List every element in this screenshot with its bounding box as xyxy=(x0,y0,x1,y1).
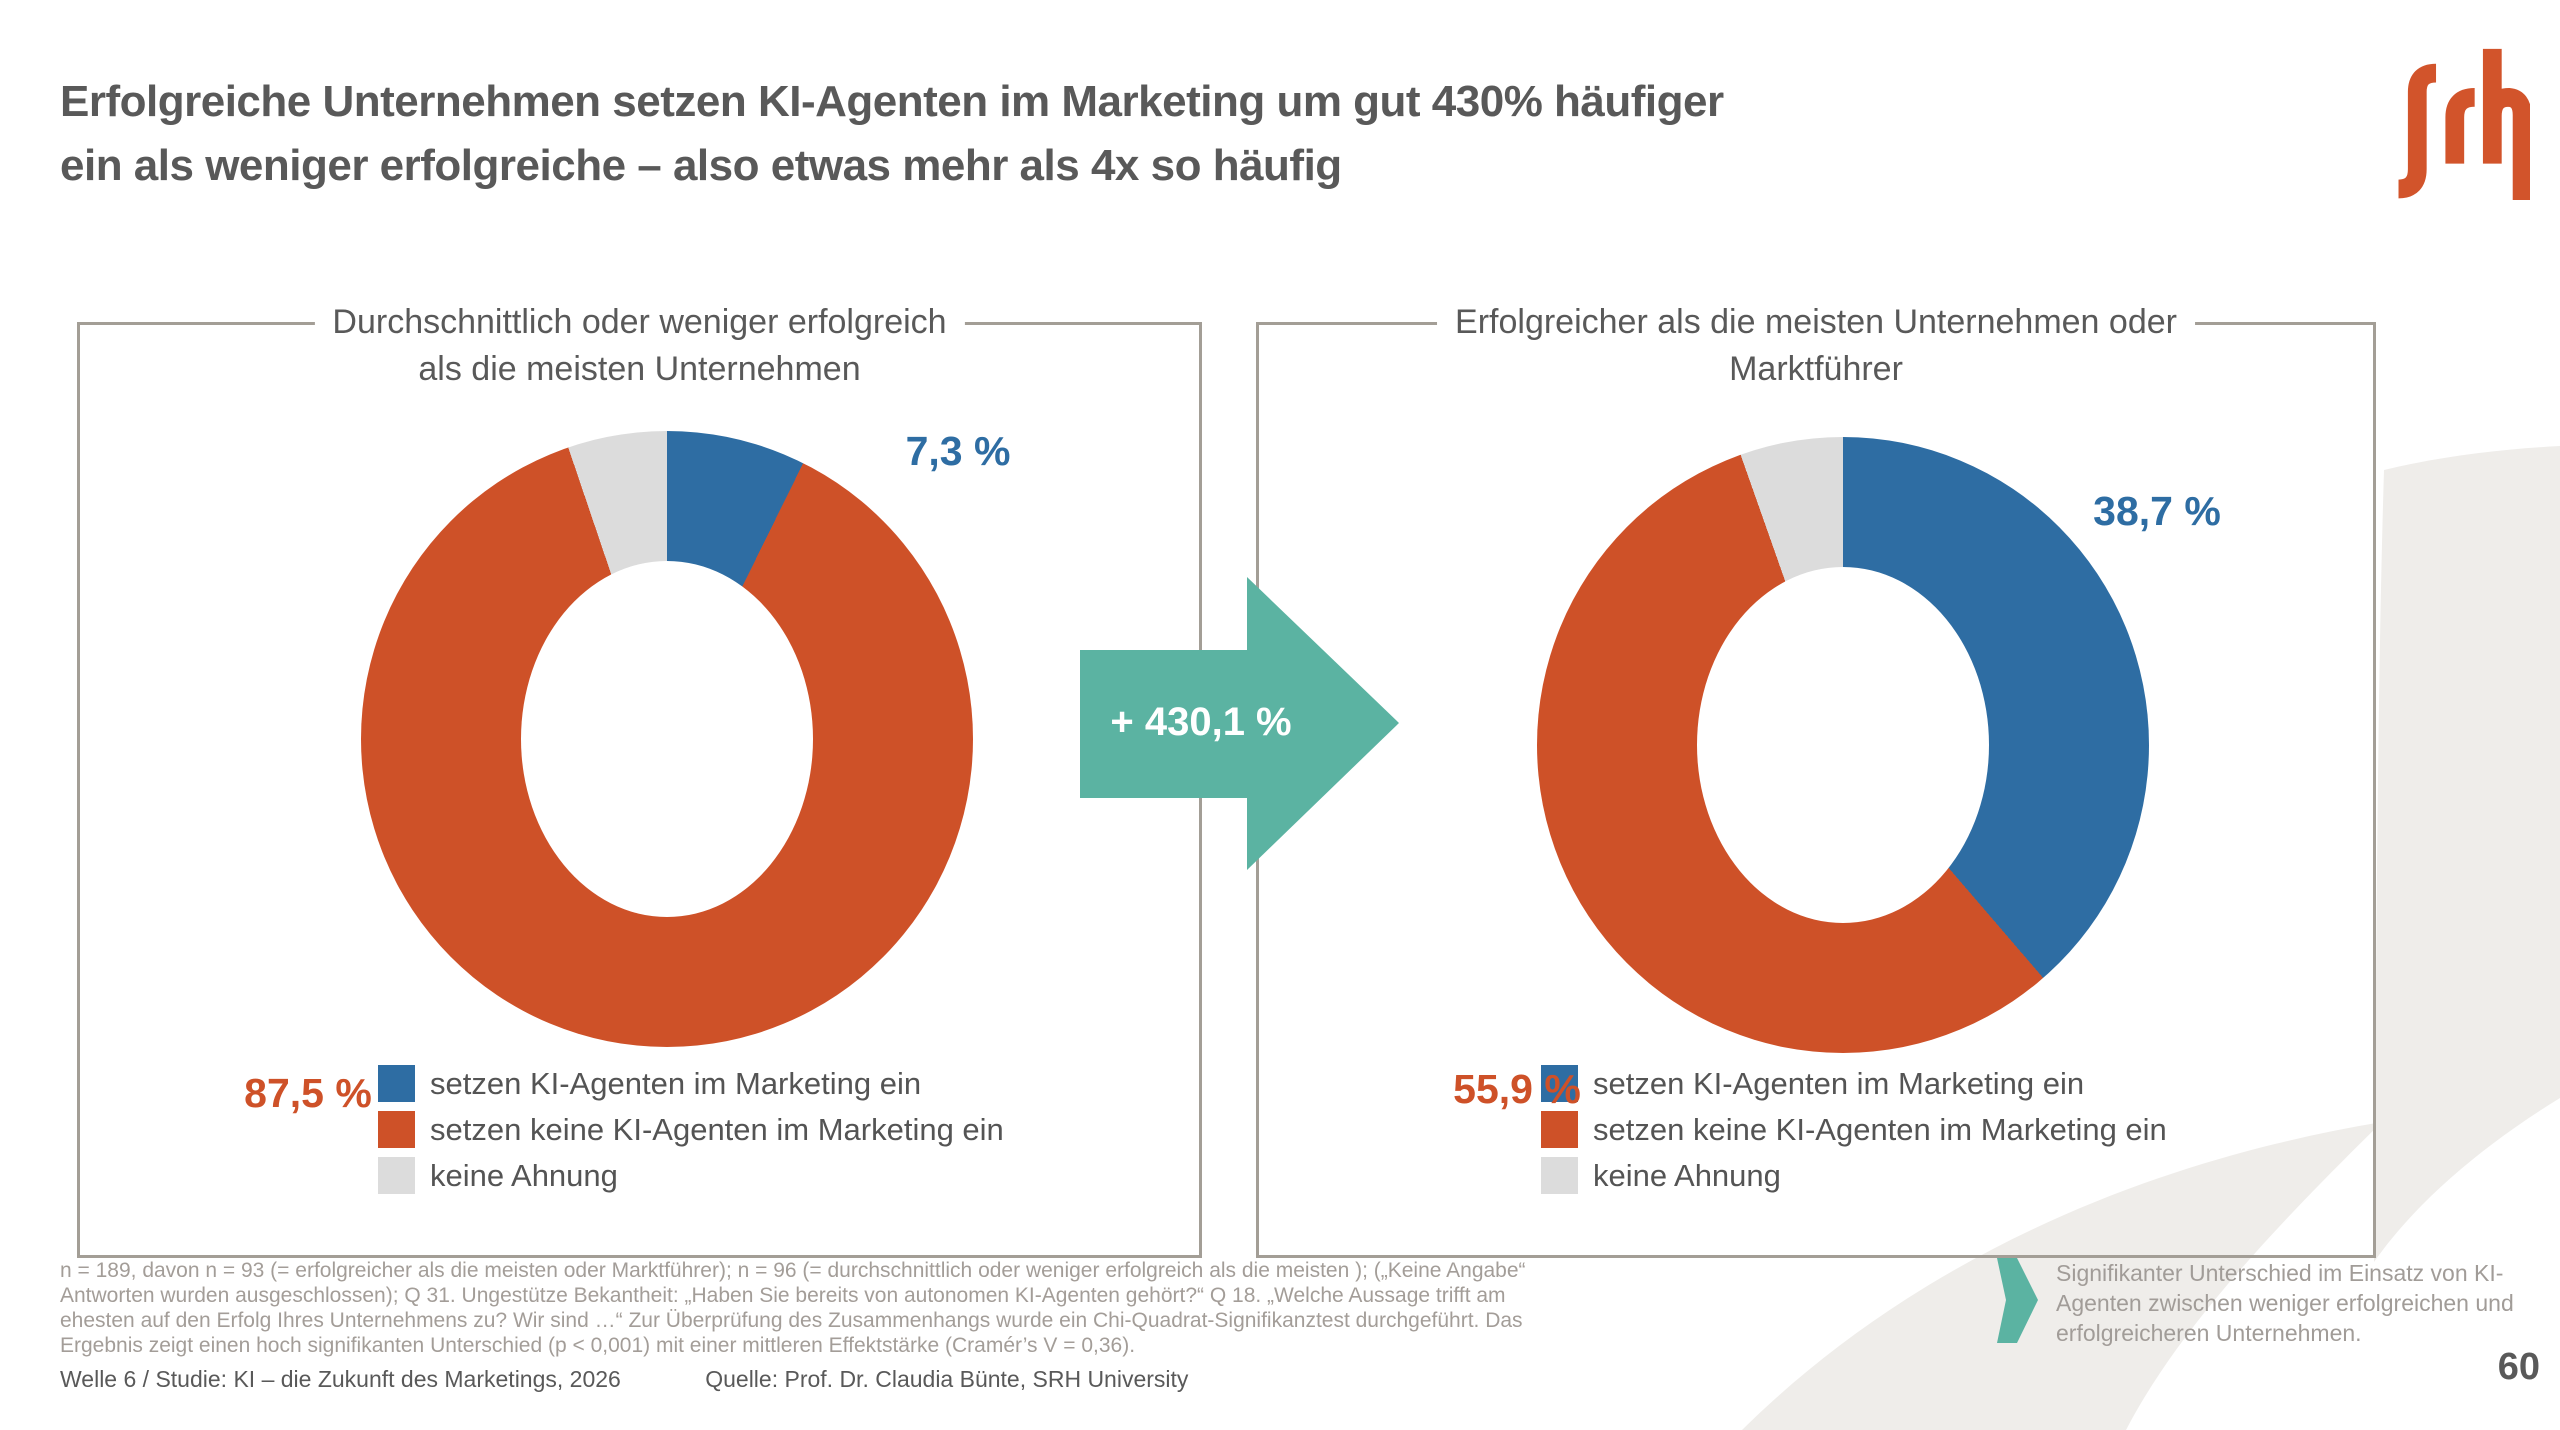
legend-swatch-orange xyxy=(1541,1111,1578,1148)
legend-label: keine Ahnung xyxy=(1593,1158,1781,1193)
legend-row-no-idea: keine Ahnung xyxy=(378,1157,1004,1194)
legend-swatch-blue xyxy=(378,1065,415,1102)
deco-bottom-band xyxy=(1742,1122,2382,1430)
footer-study: Welle 6 / Studie: KI – die Zukunft des M… xyxy=(60,1366,621,1392)
donut-chart-less-successful xyxy=(361,431,973,1047)
slide-title-line2: ein als weniger erfolgreiche – also etwa… xyxy=(60,141,1342,190)
donut-hole xyxy=(521,561,813,917)
panel-title-line2: Marktführer xyxy=(1729,350,1903,388)
donut-chart-more-successful xyxy=(1537,437,2149,1053)
legend-swatch-orange xyxy=(378,1111,415,1148)
significance-note: Signifikanter Unterschied im Einsatz von… xyxy=(2056,1260,2514,1346)
legend-row-no-ai: setzen keine KI-Agenten im Marketing ein xyxy=(378,1111,1004,1148)
label-orange-share: 55,9 % xyxy=(1453,1066,1581,1112)
legend: setzen KI-Agenten im Marketing ein setze… xyxy=(1541,1065,2167,1194)
panel-title-line2: als die meisten Unternehmen xyxy=(418,350,861,388)
legend-label: setzen keine KI-Agenten im Marketing ein xyxy=(1593,1112,2167,1147)
slide-title: Erfolgreiche Unternehmen setzen KI-Agent… xyxy=(60,70,1724,198)
label-blue-share: 38,7 % xyxy=(2093,488,2221,534)
panel-title-line1: Erfolgreicher als die meisten Unternehme… xyxy=(1455,303,2177,341)
slide-title-line1: Erfolgreiche Unternehmen setzen KI-Agent… xyxy=(60,77,1724,126)
footer-source: Quelle: Prof. Dr. Claudia Bünte, SRH Uni… xyxy=(705,1366,1189,1392)
legend-row-no-ai: setzen keine KI-Agenten im Marketing ein xyxy=(1541,1111,2167,1148)
legend-row-no-idea: keine Ahnung xyxy=(1541,1157,2167,1194)
legend-row-uses-ai: setzen KI-Agenten im Marketing ein xyxy=(1541,1065,2167,1102)
deco-right-blob xyxy=(2374,446,2560,1262)
legend: setzen KI-Agenten im Marketing ein setze… xyxy=(378,1065,1004,1194)
logo-r-stroke xyxy=(2445,88,2476,164)
methodology-footnote: n = 189, davon n = 93 (= erfolgreicher a… xyxy=(60,1259,1526,1357)
legend-label: setzen keine KI-Agenten im Marketing ein xyxy=(430,1112,1004,1147)
panel-more-successful: Erfolgreicher als die meisten Unternehme… xyxy=(1256,299,2376,1258)
increase-percentage-label: + 430,1 % xyxy=(1110,700,1292,744)
panel-title-line1: Durchschnittlich oder weniger erfolgreic… xyxy=(332,303,947,341)
legend-swatch-gray xyxy=(378,1157,415,1194)
panel-less-successful-title: Durchschnittlich oder weniger erfolgreic… xyxy=(314,299,965,393)
page-number: 60 xyxy=(2497,1346,2540,1388)
legend-label: keine Ahnung xyxy=(430,1158,618,1193)
logo-h-stroke xyxy=(2482,48,2530,200)
panel-less-successful: Durchschnittlich oder weniger erfolgreic… xyxy=(77,299,1202,1258)
legend-swatch-blue xyxy=(1541,1065,1578,1102)
label-blue-share: 7,3 % xyxy=(905,428,1011,474)
legend-swatch-gray xyxy=(1541,1157,1578,1194)
legend-row-uses-ai: setzen KI-Agenten im Marketing ein xyxy=(378,1065,1004,1102)
logo-s-stroke xyxy=(2397,63,2437,199)
label-orange-share: 87,5 % xyxy=(244,1070,372,1116)
srh-logo-icon xyxy=(2397,48,2530,200)
panel-more-successful-title: Erfolgreicher als die meisten Unternehme… xyxy=(1437,299,2195,393)
legend-label: setzen KI-Agenten im Marketing ein xyxy=(1593,1066,2085,1101)
donut-hole xyxy=(1697,567,1989,923)
footer-line: Welle 6 / Studie: KI – die Zukunft des M… xyxy=(60,1366,1188,1393)
legend-label: setzen KI-Agenten im Marketing ein xyxy=(430,1066,922,1101)
